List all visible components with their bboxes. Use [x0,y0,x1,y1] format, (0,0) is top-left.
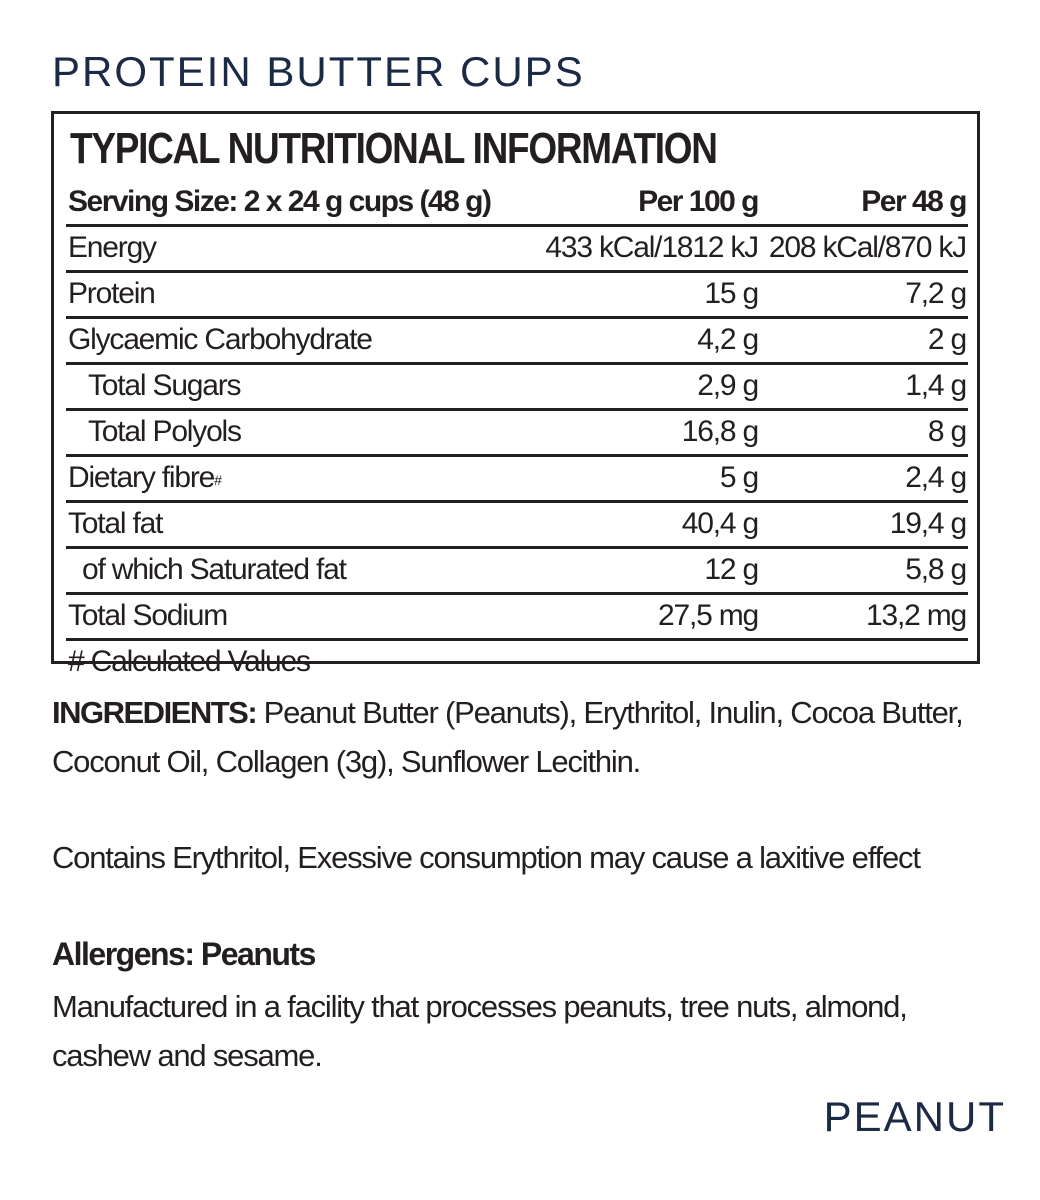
row-per-100g: 16,8 g [681,415,759,448]
row-label-wrapper: Dietary fibre# [68,460,222,496]
facility-statement: Manufactured in a facility that processe… [52,989,908,1073]
row-label: of which Saturated fat [82,553,347,586]
serving-size-label: Serving Size: 2 x 24 g cups (48 g) [68,185,492,218]
row-label: Glycaemic Carbohydrate [68,323,373,356]
erythritol-warning: Contains Erythritol, Exessive consumptio… [52,840,921,875]
table-row-total-sodium: Total Sodium 27,5 mg 13,2 mg [66,595,968,641]
row-label: Total Polyols [88,415,242,448]
row-label: Protein [68,277,156,310]
flavour-label: PEANUT [823,1093,1006,1140]
row-per-100g: 2,9 g [697,369,759,402]
row-label: Total Sodium [68,599,228,632]
row-per-48g: 2,4 g [905,461,967,494]
per-48g-header: Per 48 g [861,185,967,218]
row-per-48g: 7,2 g [905,277,967,310]
table-header-row: Serving Size: 2 x 24 g cups (48 g) Per 1… [66,181,968,227]
table-row-glycaemic-carbohydrate: Glycaemic Carbohydrate 4,2 g 2 g [66,319,968,365]
row-per-48g: 1,4 g [905,369,967,402]
row-per-48g: 19,4 g [889,507,967,540]
row-label: Energy [68,231,157,264]
table-footnote-row: # Calculated Values [66,641,968,684]
table-row-saturated-fat: of which Saturated fat 12 g 5,8 g [66,549,968,595]
row-per-100g: 27,5 mg [658,599,759,632]
row-per-48g: 2 g [927,323,967,356]
row-per-48g: 13,2 mg [866,599,967,632]
nutrition-heading: TYPICAL NUTRITIONAL INFORMATION [70,124,718,173]
row-label: Total fat [68,507,163,540]
table-row-energy: Energy 433 kCal/1812 kJ 208 kCal/870 kJ [66,227,968,273]
row-label: Dietary fibre [68,461,215,494]
row-per-48g: 208 kCal/870 kJ [768,231,967,264]
row-label: Total Sugars [88,369,242,402]
table-row-total-polyols: Total Polyols 16,8 g 8 g [66,411,968,457]
row-per-100g: 15 g [704,277,759,310]
table-row-protein: Protein 15 g 7,2 g [66,273,968,319]
row-per-100g: 5 g [719,461,759,494]
calculated-values-footnote: # Calculated Values [68,645,311,678]
table-row-total-sugars: Total Sugars 2,9 g 1,4 g [66,365,968,411]
table-row-total-fat: Total fat 40,4 g 19,4 g [66,503,968,549]
calculated-value-mark: # [214,472,222,488]
nutrition-table: Serving Size: 2 x 24 g cups (48 g) Per 1… [66,181,968,684]
row-per-100g: 4,2 g [697,323,759,356]
row-per-100g: 12 g [704,553,759,586]
table-row-dietary-fibre: Dietary fibre# 5 g 2,4 g [66,457,968,503]
per-100g-header: Per 100 g [638,185,759,218]
row-per-100g: 40,4 g [681,507,759,540]
row-per-48g: 8 g [927,415,967,448]
nutrition-panel: TYPICAL NUTRITIONAL INFORMATION Serving … [51,111,980,678]
row-per-100g: 433 kCal/1812 kJ [545,231,759,264]
ingredients-label: INGREDIENTS: [52,695,258,730]
ingredients-text: Peanut Butter (Peanuts), Erythritol, Inu… [52,695,964,779]
row-per-48g: 5,8 g [905,553,967,586]
ingredients-paragraph: INGREDIENTS: Peanut Butter (Peanuts), Er… [52,688,992,786]
product-title: PROTEIN BUTTER CUPS [52,48,585,95]
allergens-label: Allergens: Peanuts [52,936,316,972]
